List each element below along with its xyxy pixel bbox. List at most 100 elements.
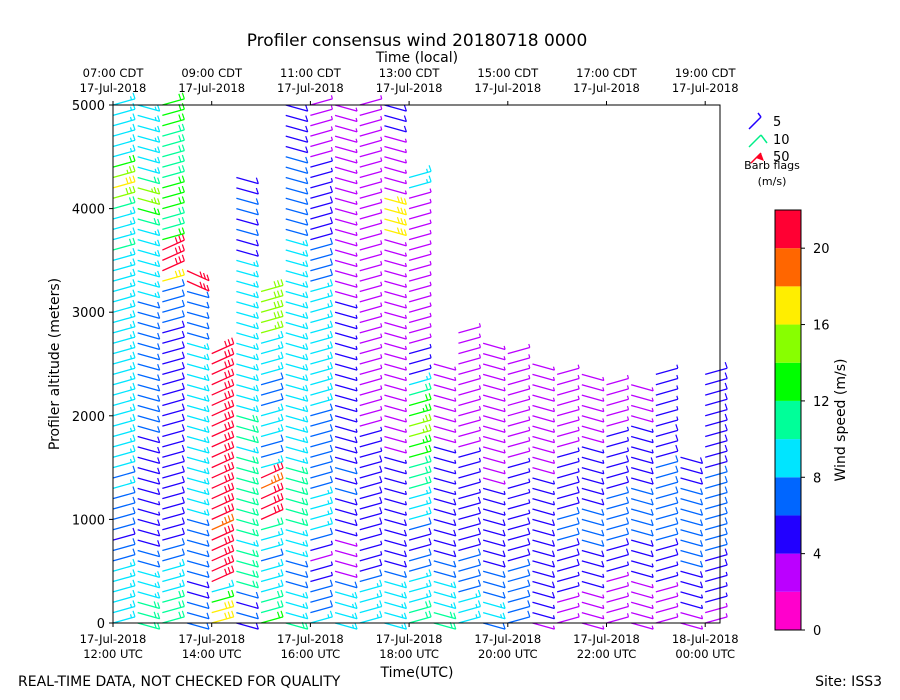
wind-barb	[384, 570, 407, 578]
wind-barb	[334, 498, 358, 506]
wind-barb	[137, 415, 161, 423]
x-tick-label-time: 16:00 UTC	[281, 647, 341, 661]
wind-barb	[162, 233, 185, 251]
wind-barb	[507, 405, 531, 417]
wind-barb	[384, 529, 407, 537]
wind-barb	[137, 611, 161, 620]
wind-barb	[334, 394, 358, 402]
colorbar-bin	[775, 248, 801, 287]
wind-barb	[112, 600, 136, 614]
wind-barb	[359, 569, 383, 583]
wind-barb	[236, 456, 259, 465]
wind-barb	[112, 289, 136, 303]
wind-barb	[433, 415, 457, 423]
wind-barb	[236, 187, 259, 195]
wind-barb	[606, 496, 630, 510]
wind-barb	[705, 571, 728, 583]
wind-barb	[260, 455, 284, 469]
wind-barb	[384, 580, 407, 589]
wind-barb	[236, 311, 259, 319]
wind-barb	[507, 374, 531, 386]
wind-barb	[260, 548, 284, 562]
top-tick-label-date: 17-Jul-2018	[277, 81, 344, 95]
wind-barb	[334, 425, 358, 433]
wind-barb	[532, 498, 556, 506]
wind-barb	[112, 527, 136, 541]
wind-barb	[285, 373, 309, 382]
wind-barb	[507, 385, 531, 396]
wind-barb	[556, 364, 580, 375]
wind-barb	[310, 258, 333, 272]
wind-barb	[236, 270, 259, 278]
wind-barb	[236, 301, 259, 309]
colorbar-tick-label: 20	[813, 242, 830, 257]
wind-barb	[680, 612, 704, 620]
wind-barb	[408, 475, 432, 489]
wind-barb	[482, 498, 506, 506]
wind-barb	[581, 394, 605, 402]
wind-barb	[359, 374, 383, 386]
wind-barb	[285, 591, 309, 599]
wind-barb	[359, 281, 383, 293]
x-tick-label-date: 17-Jul-2018	[474, 632, 541, 646]
wind-barb	[507, 437, 531, 448]
wind-barb	[137, 114, 161, 123]
wind-barb	[285, 249, 309, 257]
wind-barb	[260, 579, 284, 593]
wind-barb	[705, 372, 728, 386]
wind-barb	[507, 488, 531, 500]
wind-barb	[334, 591, 358, 599]
wind-barb	[630, 591, 654, 599]
wind-barb	[359, 600, 383, 614]
wind-barb	[433, 363, 457, 371]
wind-barb	[211, 430, 235, 448]
wind-barb	[285, 580, 309, 589]
wind-barb	[458, 437, 482, 448]
wind-barb	[705, 496, 728, 510]
wind-barb	[285, 187, 309, 195]
wind-barb	[112, 569, 136, 583]
wind-barb	[162, 558, 185, 572]
wind-barb	[112, 144, 136, 158]
wind-barb	[310, 126, 333, 137]
wind-barb	[630, 404, 654, 413]
wind-barb	[285, 518, 309, 527]
wind-barb	[310, 527, 333, 541]
wind-barb	[112, 175, 136, 189]
x-axis-label: Time(UTC)	[380, 665, 454, 681]
wind-barb	[310, 496, 333, 510]
colorbar-label: Wind speed (m/s)	[833, 359, 849, 482]
wind-barb	[705, 382, 728, 396]
wind-barb	[705, 507, 728, 521]
wind-barb	[236, 321, 259, 330]
wind-barb	[458, 468, 482, 479]
wind-barb	[162, 486, 185, 500]
wind-barb	[137, 290, 161, 299]
wind-barb	[285, 239, 309, 247]
wind-barb	[655, 395, 679, 407]
wind-barb	[310, 310, 333, 324]
wind-barb	[236, 528, 259, 537]
wind-barb	[285, 560, 309, 568]
wind-barb	[162, 341, 185, 355]
barb-legend: 5 10 50 Barb flags (m/s)	[744, 112, 800, 188]
wind-barb	[112, 123, 136, 137]
wind-barb	[458, 496, 482, 510]
wind-barb	[162, 413, 185, 427]
y-tick-label: 1000	[72, 513, 105, 528]
wind-barb	[680, 539, 704, 547]
wind-barb	[433, 498, 457, 506]
wind-barb	[310, 579, 333, 593]
wind-barb	[285, 508, 309, 516]
wind-barb	[384, 384, 407, 392]
wind-barb	[236, 218, 259, 226]
wind-barb	[236, 249, 259, 257]
wind-barb	[482, 394, 506, 402]
wind-barb	[680, 622, 704, 630]
wind-barb	[408, 507, 432, 521]
wind-barb	[236, 332, 259, 340]
wind-barb	[556, 527, 580, 541]
wind-barb	[260, 569, 284, 583]
wind-barb	[556, 548, 580, 562]
wind-barb	[482, 612, 506, 620]
